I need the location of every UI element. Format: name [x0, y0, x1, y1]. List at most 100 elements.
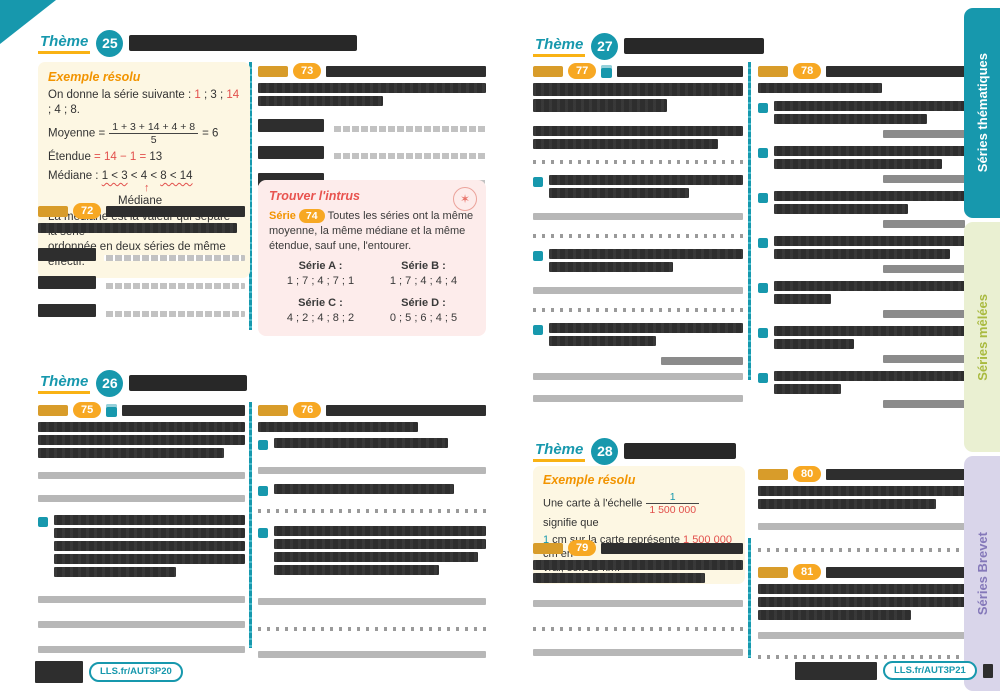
item-letter-marker	[533, 251, 543, 262]
answer-line[interactable]	[758, 632, 965, 640]
theme-number-badge: 28	[591, 437, 619, 465]
answer-line[interactable]	[104, 255, 245, 262]
item-letter-marker	[533, 177, 543, 188]
answer-line[interactable]	[533, 600, 743, 608]
exercise-head: 72	[38, 203, 245, 220]
lls-link-right[interactable]: LLS.fr/AUT3P21	[883, 661, 977, 681]
series-option-a[interactable]: Série A :1 ; 7 ; 4 ; 7 ; 1	[286, 260, 355, 288]
redacted-text	[38, 435, 245, 446]
exercise-head: 79	[533, 540, 743, 557]
sub-question	[758, 101, 965, 127]
answer-line[interactable]	[258, 598, 486, 606]
answer-line[interactable]	[38, 495, 245, 503]
answer-line[interactable]	[533, 649, 743, 657]
redacted-text	[258, 422, 418, 433]
answer-line[interactable]	[332, 126, 486, 133]
redacted-label	[38, 276, 96, 290]
redacted-text	[258, 83, 486, 94]
redacted-text	[326, 404, 486, 416]
dotted-answer-line[interactable]	[533, 160, 743, 165]
redacted-text	[758, 610, 912, 621]
redacted-reference	[883, 175, 965, 184]
answer-line[interactable]	[38, 621, 245, 629]
answer-line[interactable]	[533, 395, 743, 403]
series-option-d[interactable]: Série D :0 ; 5 ; 6 ; 4 ; 5	[389, 297, 458, 324]
exercise-75: 75	[38, 402, 245, 654]
exercise-number-badge: 79	[568, 540, 597, 557]
column-divider	[748, 62, 751, 380]
redacted-text	[549, 323, 743, 334]
answer-row	[258, 146, 486, 160]
exercise-number-badge: 81	[793, 564, 822, 581]
item-letter-marker	[258, 486, 268, 497]
redacted-text	[795, 661, 877, 680]
method-reference	[758, 220, 965, 229]
answer-line[interactable]	[533, 287, 743, 295]
redacted-text	[758, 499, 937, 510]
dotted-answer-line[interactable]	[758, 548, 965, 553]
theme-number-badge: 27	[591, 32, 619, 60]
tab-series-thematiques[interactable]: Séries thématiques	[964, 8, 1000, 218]
answer-row	[38, 276, 245, 290]
redacted-text	[758, 597, 965, 608]
redacted-text	[533, 573, 706, 584]
redacted-text	[274, 565, 440, 576]
item-letter-marker	[758, 193, 768, 204]
answer-line[interactable]	[38, 646, 245, 654]
item-letter-marker	[758, 238, 768, 249]
redacted-text	[774, 384, 841, 395]
answer-line[interactable]	[258, 651, 486, 659]
redacted-text	[533, 126, 743, 137]
answer-line[interactable]	[332, 153, 486, 160]
redacted-text	[533, 83, 743, 97]
answer-line[interactable]	[258, 467, 486, 475]
dotted-answer-line[interactable]	[758, 655, 965, 660]
exercise-number-badge: 78	[793, 63, 822, 80]
item-letter-marker	[758, 148, 768, 159]
sub-question	[758, 371, 965, 397]
series-option-b[interactable]: Série B :1 ; 7 ; 4 ; 4 ; 4	[389, 260, 458, 288]
redacted-label	[258, 119, 324, 133]
item-letter-marker	[533, 325, 543, 336]
tab-series-brevet[interactable]: Séries Brevet	[964, 456, 1000, 691]
redacted-text	[601, 542, 743, 554]
answer-line[interactable]	[38, 472, 245, 480]
dotted-answer-line[interactable]	[258, 509, 486, 514]
redacted-text	[774, 191, 965, 202]
redacted-text	[758, 83, 883, 94]
intruder-instruction: Série 74 Toutes les séries ont la même moy…	[269, 208, 474, 252]
answer-line[interactable]	[104, 283, 245, 290]
dotted-answer-line[interactable]	[533, 308, 743, 313]
series-option-c[interactable]: Série C :4 ; 2 ; 4 ; 8 ; 2	[286, 297, 355, 324]
dotted-answer-line[interactable]	[533, 627, 743, 632]
dotted-answer-line[interactable]	[533, 234, 743, 239]
example-scale-line: Une carte à l'échelle 1 1 500 000 signifie …	[543, 491, 735, 530]
item-letter-marker	[258, 528, 268, 539]
exercise-number-badge: 76	[293, 402, 322, 419]
exercise-number-badge: 80	[793, 466, 822, 483]
redacted-serie-word	[38, 404, 68, 416]
redacted-text	[549, 175, 743, 186]
redacted-text	[774, 101, 965, 112]
sub-question	[258, 526, 486, 578]
lls-link-left[interactable]: LLS.fr/AUT3P20	[89, 662, 183, 682]
redacted-reference	[883, 355, 965, 364]
answer-line[interactable]	[533, 373, 743, 381]
answer-line[interactable]	[533, 213, 743, 221]
exercise-number-badge: 72	[73, 203, 102, 220]
answer-line[interactable]	[104, 311, 245, 318]
sub-question	[758, 236, 965, 262]
example-title: Exemple résolu	[543, 473, 636, 487]
redacted-reference	[883, 265, 965, 274]
tab-series-melees[interactable]: Séries mêlées	[964, 222, 1000, 452]
item-letter-marker	[758, 373, 768, 384]
answer-line[interactable]	[38, 596, 245, 604]
dotted-answer-line[interactable]	[258, 627, 486, 632]
exercise-number-badge: 77	[568, 63, 597, 80]
up-arrow-icon: ↑	[144, 182, 150, 195]
redacted-text	[758, 486, 965, 497]
method-reference	[533, 357, 743, 366]
answer-line[interactable]	[758, 523, 965, 531]
